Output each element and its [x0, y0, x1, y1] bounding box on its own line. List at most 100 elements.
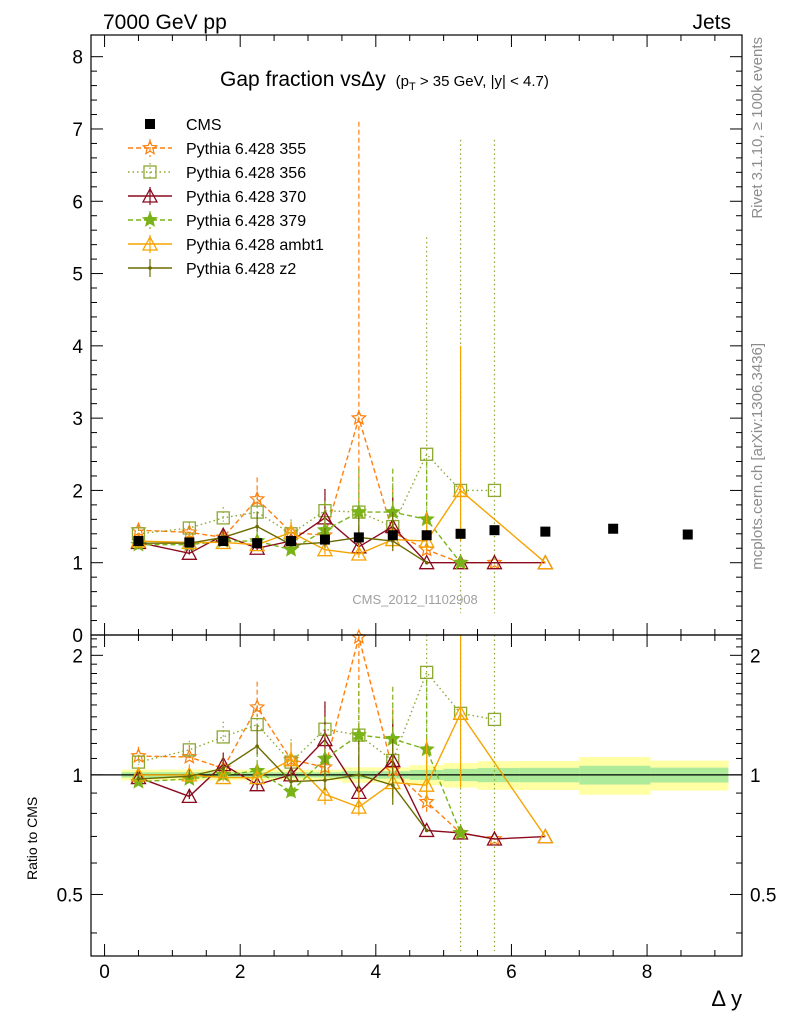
- marker-dot: [187, 774, 192, 779]
- cms-data-point: [489, 525, 500, 536]
- header-left-label: 7000 GeV pp: [103, 11, 227, 34]
- y-tick-label: 8: [72, 48, 83, 69]
- cms-data-point: [387, 530, 398, 541]
- marker-triangle-open: [537, 828, 554, 844]
- marker-dot: [136, 777, 141, 781]
- y-tick-label: 3: [72, 409, 83, 430]
- legend-label: Pythia 6.428 z2: [186, 261, 296, 278]
- marker-square: [145, 119, 155, 129]
- legend-entry: Pythia 6.428 379: [128, 211, 306, 230]
- marker-triangle-open: [418, 776, 435, 792]
- marker-star-open: [181, 748, 198, 764]
- marker-triangle-open: [418, 554, 435, 570]
- chart-title: Gap fraction vsΔy (pT > 35 GeV, |y| < 4.…: [220, 68, 549, 93]
- ratio-plot-frame: [90, 634, 743, 957]
- marker-dot: [390, 783, 395, 787]
- marker-square-open: [216, 730, 230, 744]
- marker-triangle-open: [537, 554, 554, 570]
- ratio-y-axis-label: Ratio to CMS: [24, 797, 40, 880]
- marker-triangle-open: [249, 769, 266, 785]
- marker-star-open: [486, 554, 503, 570]
- marker-square-open: [182, 521, 196, 535]
- marker-star-open: [141, 139, 159, 155]
- marker-triangle-open: [316, 541, 334, 557]
- marker-dot: [357, 773, 361, 777]
- marker-dot: [424, 560, 429, 565]
- marker-star: [452, 554, 469, 570]
- header-right-label: Jets: [692, 11, 731, 34]
- marker-dot: [424, 828, 429, 833]
- marker-dot: [289, 779, 293, 784]
- ratio-series-line: [138, 711, 546, 837]
- legend-label: Pythia 6.428 ambt1: [186, 237, 324, 254]
- legend-entry: Pythia 6.428 ambt1: [128, 235, 324, 254]
- legend-label: CMS: [186, 117, 222, 134]
- x-tick-label: 8: [642, 962, 653, 983]
- legend-label: Pythia 6.428 356: [186, 165, 306, 182]
- ratio-y-tick-label: 1: [72, 766, 83, 787]
- y-tick-label: 1: [72, 554, 83, 575]
- ratio-y-tick-label: 0.5: [57, 885, 83, 906]
- legend-entry: Pythia 6.428 355: [128, 139, 306, 158]
- marker-dot: [148, 266, 152, 270]
- marker-square-open: [131, 755, 146, 769]
- cms-data-point: [133, 536, 144, 547]
- cms-data-point: [184, 537, 195, 548]
- marker-triangle-open: [452, 704, 469, 721]
- marker-triangle-open: [418, 822, 435, 838]
- x-tick-label: 6: [506, 962, 517, 983]
- chart-title-main: Gap fraction vsΔy: [220, 68, 386, 91]
- side-label-bottom: mcplots.cern.ch [arXiv:1306.3436]: [749, 343, 766, 570]
- series-line: [138, 489, 546, 564]
- cms-data-point: [286, 536, 297, 547]
- marker-star: [350, 726, 368, 743]
- chart-title-sub: (p: [396, 73, 409, 90]
- ratio-series-line: [138, 636, 495, 840]
- legend: CMS Pythia 6.428 355 Pythia 6.428 356 Pythi…: [128, 117, 324, 278]
- marker-dot: [255, 524, 259, 529]
- series-layer: [130, 121, 554, 952]
- legend-entry: Pythia 6.428 356: [128, 163, 306, 182]
- marker-square-open: [420, 665, 434, 680]
- y-tick-label: 4: [72, 337, 83, 358]
- marker-dot: [255, 744, 259, 748]
- y-tick-label: 0: [72, 626, 83, 647]
- marker-square-open: [487, 712, 502, 727]
- marker-triangle-open: [486, 554, 503, 570]
- legend-label: Pythia 6.428 355: [186, 141, 306, 158]
- ratio-y-tick-label-right: 0.5: [750, 885, 776, 906]
- series-5: [136, 512, 429, 833]
- cms-data-points: [133, 523, 693, 549]
- marker-square-open: [420, 447, 434, 461]
- cms-data-point: [455, 528, 466, 539]
- marker-star: [282, 541, 300, 557]
- marker-square-open: [143, 165, 157, 179]
- ratio-series-line: [138, 671, 495, 764]
- cms-data-point: [608, 523, 619, 534]
- ratio-y-tick-label: 2: [72, 646, 83, 667]
- chart-title-sub-rest: > 35 GeV, |y| < 4.7): [416, 73, 549, 90]
- legend-entry: Pythia 6.428 370: [128, 187, 306, 206]
- marker-star-open: [418, 793, 435, 809]
- marker-triangle-open: [452, 482, 469, 498]
- series-0: [130, 121, 503, 846]
- marker-triangle-open: [141, 187, 159, 203]
- marker-star: [350, 503, 368, 520]
- marker-square-open: [216, 511, 230, 525]
- chart-title-sub-index: T: [409, 81, 416, 93]
- marker-triangle-open: [350, 545, 367, 561]
- legend-entry: Pythia 6.428 z2: [128, 259, 296, 278]
- x-tick-label: 2: [235, 962, 246, 983]
- side-label-top: Rivet 3.1.10, ≥ 100k events: [749, 37, 766, 219]
- cms-data-point: [218, 536, 229, 547]
- marker-triangle-open: [181, 788, 198, 804]
- marker-square-open: [182, 743, 196, 757]
- ratio-series-line: [138, 734, 462, 834]
- cms-data-point: [540, 526, 551, 537]
- marker-triangle-open: [181, 766, 198, 782]
- series-line: [138, 453, 495, 535]
- marker-star: [282, 783, 300, 799]
- marker-triangle-open: [316, 785, 334, 801]
- cms-data-point: [252, 538, 263, 549]
